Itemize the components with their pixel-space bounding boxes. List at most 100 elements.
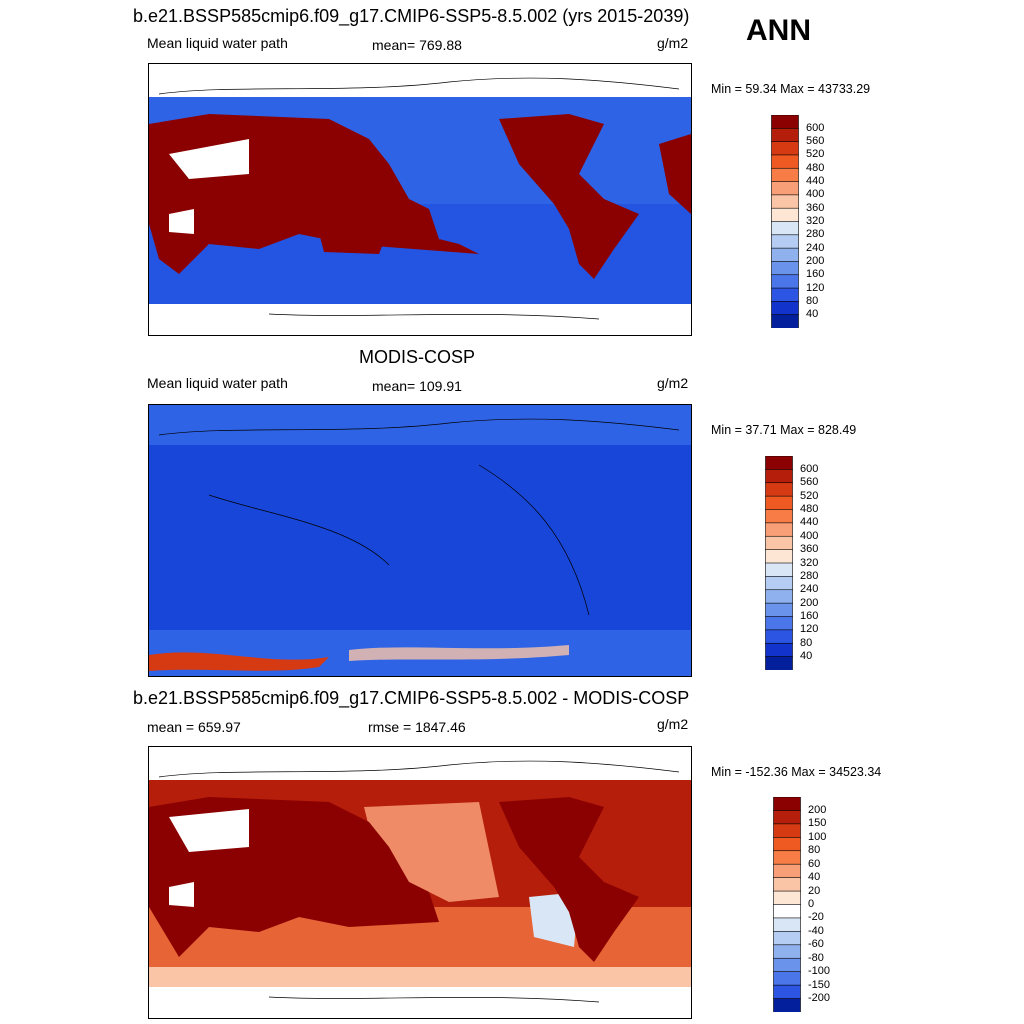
colorbar-swatch: [765, 509, 793, 524]
colorbar-swatch: [771, 247, 799, 263]
colorbar-swatch: [765, 535, 793, 551]
panel-3-left-label: mean = 659.97: [147, 719, 241, 735]
colorbar-tick-label: 560: [800, 476, 819, 489]
colorbar-swatch: [771, 314, 799, 329]
panel-3-colorbar: [773, 796, 801, 1017]
colorbar-swatch: [771, 274, 799, 289]
colorbar-tick-label: -60: [808, 938, 824, 951]
colorbar-swatch: [771, 261, 799, 276]
colorbar-tick-label: 600: [806, 121, 825, 134]
polar-missing: [149, 987, 691, 1018]
colorbar-tick-label: 240: [800, 583, 819, 596]
colorbar-swatch: [771, 114, 799, 129]
colorbar-tick-label: 280: [800, 569, 819, 582]
colorbar-swatch: [771, 234, 799, 249]
colorbar-swatch: [773, 917, 801, 932]
panel-3-title: b.e21.BSSP585cmip6.f09_g17.CMIP6-SSP5-8.…: [133, 688, 690, 708]
colorbar-tick-label: -80: [808, 951, 824, 964]
pacific-mid-difference: [364, 802, 499, 902]
colorbar-tick-label: -200: [808, 992, 831, 1005]
colorbar-tick-label: 120: [806, 281, 825, 294]
colorbar-swatch: [773, 837, 801, 852]
colorbar-tick-label: 100: [808, 830, 827, 843]
colorbar-swatch: [765, 602, 793, 618]
colorbar-swatch: [765, 522, 793, 537]
colorbar-swatch: [773, 971, 801, 986]
panel-1-minmax: Min = 59.34 Max = 43733.29: [711, 82, 871, 96]
colorbar-swatch: [771, 167, 799, 183]
panel-2-units: g/m2: [657, 375, 689, 391]
panel-1-colorbar: [771, 114, 799, 333]
colorbar-swatch: [765, 629, 793, 644]
polar-missing: [149, 304, 691, 335]
colorbar-swatch: [773, 877, 801, 892]
panel-1-units: g/m2: [657, 35, 689, 51]
panel-1-map: [148, 63, 692, 336]
southern-ocean-mid-lwp: [349, 645, 569, 661]
colorbar-swatch: [765, 482, 793, 497]
colorbar-swatch: [771, 207, 799, 223]
season-label: ANN: [746, 14, 811, 47]
colorbar-tick-label: 440: [800, 516, 819, 529]
colorbar-tick-label: -150: [808, 978, 831, 991]
panel-2-colorbar: [765, 455, 793, 675]
colorbar-swatch: [773, 850, 801, 865]
panel-1-mean-label: mean= 769.88: [372, 37, 462, 53]
missing-data-region: [169, 882, 194, 907]
colorbar-tick-label: 0: [808, 898, 815, 910]
colorbar-swatch: [773, 904, 801, 919]
colorbar-swatch: [765, 455, 793, 470]
colorbar-tick-label: 60: [808, 857, 821, 870]
panel-2-map: [148, 404, 692, 677]
missing-data-region: [169, 809, 249, 852]
colorbar-swatch: [765, 495, 793, 511]
colorbar-tick-label: 240: [806, 241, 825, 254]
colorbar-swatch: [773, 957, 801, 973]
colorbar-tick-label: 480: [800, 503, 819, 515]
colorbar-tick-label: 320: [800, 556, 819, 569]
panel-2-left-label: Mean liquid water path: [147, 375, 288, 391]
missing-data-region: [169, 139, 249, 179]
colorbar-tick-label: -100: [808, 965, 831, 978]
colorbar-swatch: [773, 944, 801, 959]
australia-high-lwp: [314, 204, 389, 254]
colorbar-tick-label: -40: [808, 924, 824, 937]
colorbar-tick-label: 40: [808, 871, 821, 884]
colorbar-tick-label: 560: [806, 135, 825, 148]
panel-3-map: [148, 746, 692, 1019]
colorbar-tick-label: 120: [800, 623, 819, 636]
missing-data-region: [169, 209, 194, 234]
colorbar-tick-label: 400: [806, 188, 825, 201]
southern-ocean-high-lwp: [149, 652, 329, 671]
africa-east-high-lwp: [659, 134, 691, 214]
colorbar-swatch: [773, 998, 801, 1013]
panel-2-minmax: Min = 37.71 Max = 828.49: [711, 423, 857, 437]
colorbar-swatch: [771, 181, 799, 196]
americas-high-difference: [499, 797, 639, 962]
colorbar-tick-label: 280: [806, 228, 825, 241]
colorbar-swatch: [773, 823, 801, 838]
colorbar-tick-label: 150: [808, 817, 827, 830]
polar-missing: [149, 64, 691, 97]
colorbar-tick-label: 80: [806, 294, 819, 307]
colorbar-swatch: [773, 890, 801, 906]
colorbar-swatch: [771, 301, 799, 316]
colorbar-tick-label: 40: [806, 308, 819, 321]
colorbar-swatch: [771, 128, 799, 143]
colorbar-swatch: [773, 984, 801, 1000]
colorbar-swatch: [765, 616, 793, 631]
colorbar-tick-label: 360: [800, 543, 819, 556]
colorbar-swatch: [765, 642, 793, 658]
colorbar-tick-label: 40: [800, 650, 813, 663]
colorbar-swatch: [771, 221, 799, 236]
colorbar-swatch: [773, 810, 801, 825]
colorbar-tick-label: 520: [800, 489, 819, 502]
colorbar-tick-label: 20: [808, 884, 821, 897]
panel-2-title: MODIS-COSP: [359, 347, 476, 367]
colorbar-swatch: [773, 931, 801, 946]
colorbar-tick-label: 320: [806, 215, 825, 227]
colorbar-tick-label: 200: [806, 254, 825, 267]
colorbar-swatch: [771, 154, 799, 169]
colorbar-tick-label: 600: [800, 462, 819, 475]
coastlines: [158, 77, 680, 320]
